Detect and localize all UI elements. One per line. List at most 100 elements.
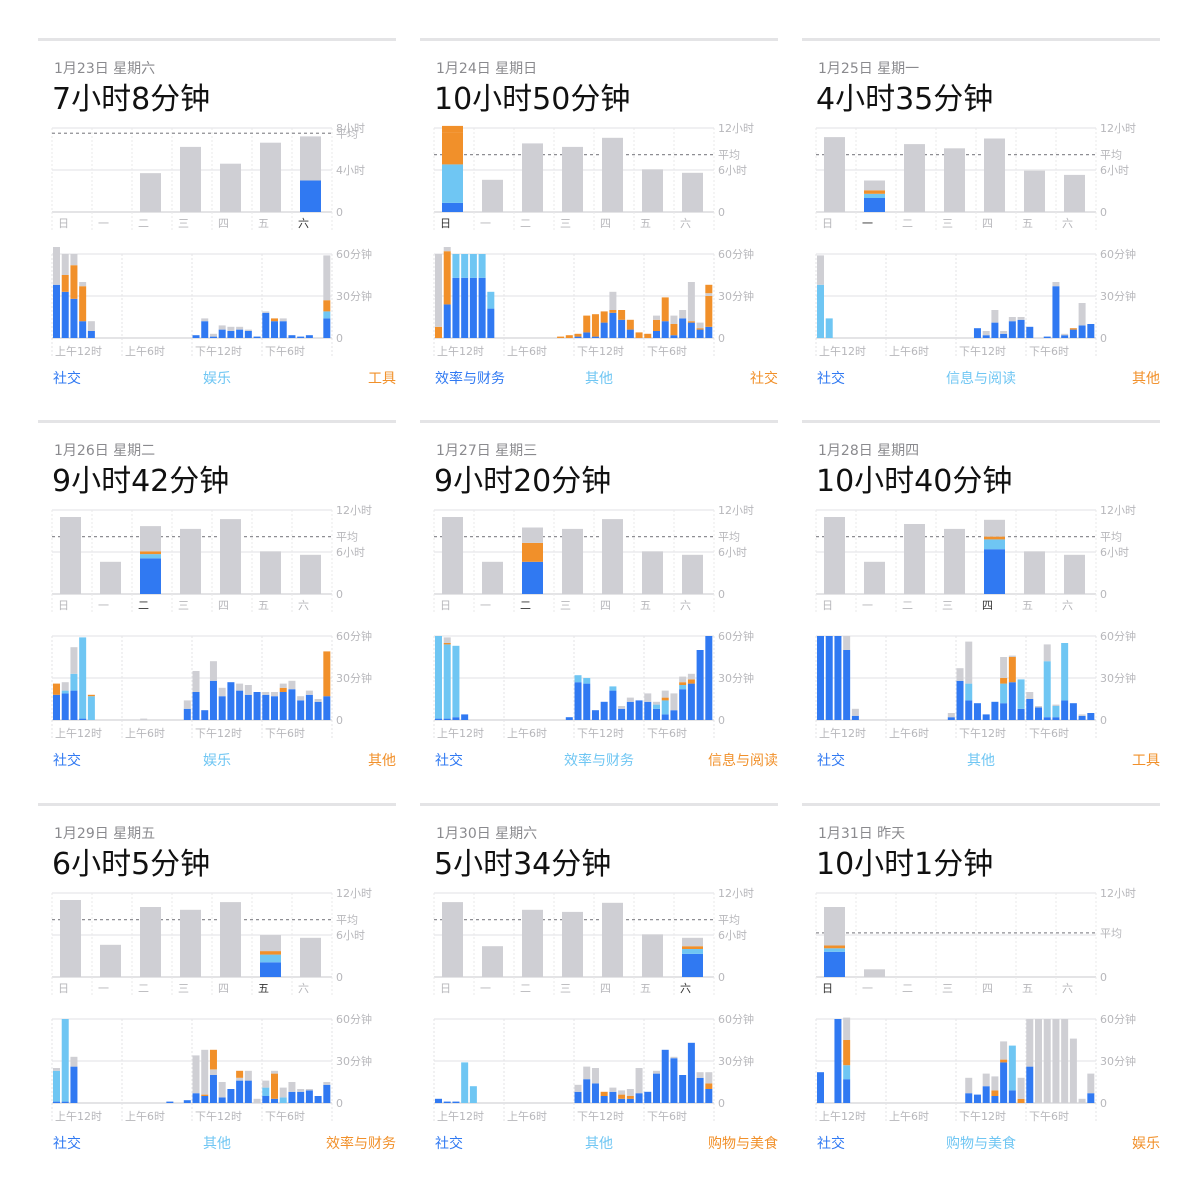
- bar-segment: [442, 902, 463, 977]
- bar-segment: [1008, 655, 1016, 657]
- bar-segment: [209, 661, 217, 681]
- day-panel[interactable]: 1月27日 星期三 9小时20分钟 平均 12小时 6小时 0 日 一 二 三 四 五 六 60分钟…: [420, 420, 778, 776]
- y-tick-label: 60分钟: [1100, 1012, 1136, 1026]
- day-panel[interactable]: 1月23日 星期六 7小时8分钟 平均 8小时 4小时 0 日 一 二 三 四 五 六 60分钟 30…: [38, 38, 396, 394]
- bar-segment: [192, 1055, 200, 1094]
- x-tick-label: 三: [942, 599, 953, 612]
- total-time: 10小时50分钟: [434, 82, 631, 117]
- bar-segment: [442, 517, 463, 594]
- x-tick-label: 五: [1022, 217, 1033, 230]
- x-tick-label: 二: [902, 982, 913, 995]
- bar-segment: [991, 310, 999, 323]
- day-panel[interactable]: 1月28日 星期四 10小时40分钟 平均 12小时 6小时 0 日 一 二 三 四 五 六 60分…: [802, 420, 1160, 776]
- bar-segment: [61, 1019, 69, 1102]
- bar-segment: [443, 718, 451, 720]
- x-tick-label: 下午6时: [647, 727, 687, 740]
- bar-segment: [53, 694, 60, 720]
- bar-segment: [218, 687, 226, 697]
- bar-segment: [591, 710, 599, 720]
- x-tick-label: 下午6时: [1029, 345, 1069, 358]
- total-time: 9小时20分钟: [434, 464, 612, 499]
- y-tick-label: 0: [336, 588, 343, 601]
- bar-segment: [864, 190, 885, 194]
- x-tick-label: 上午6时: [125, 727, 165, 740]
- y-tick-label: 30分钟: [718, 289, 754, 303]
- bar-segment: [682, 172, 703, 212]
- bar-segment: [253, 336, 261, 338]
- x-tick-label: 六: [298, 217, 309, 230]
- y-tick-label: 12小时: [1100, 122, 1136, 135]
- bar-segment: [297, 1091, 305, 1103]
- x-tick-label: 三: [560, 982, 571, 995]
- y-tick-label: 30分钟: [1100, 1054, 1136, 1068]
- panel-fade: [420, 1148, 778, 1159]
- date-label: 1月27日 星期三: [436, 443, 538, 459]
- bar-segment: [817, 636, 824, 720]
- bar-segment: [1008, 1045, 1016, 1091]
- bar-segment: [644, 701, 652, 720]
- y-tick-label: 60分钟: [718, 1012, 754, 1026]
- bar-segment: [618, 319, 626, 338]
- bar-segment: [70, 1056, 78, 1067]
- bar-segment: [679, 1075, 687, 1103]
- bar-segment: [1061, 335, 1069, 338]
- bar-segment: [687, 321, 695, 323]
- bar-segment: [288, 689, 296, 720]
- day-panel[interactable]: 1月29日 星期五 6小时5分钟 平均 12小时 6小时 0 日 一 二 三 四 五 六 60分钟 3…: [38, 803, 396, 1159]
- bar-segment: [982, 1073, 990, 1087]
- bar-segment: [661, 690, 669, 698]
- bar-segment: [297, 696, 305, 701]
- x-tick-label: 下午6时: [265, 1110, 305, 1123]
- y-tick-label: 0: [718, 206, 725, 219]
- x-tick-label: 上午12时: [437, 1110, 484, 1123]
- bar-segment: [687, 282, 695, 322]
- y-tick-label: 60分钟: [1100, 629, 1136, 643]
- date-label: 1月29日 星期五: [54, 826, 156, 842]
- y-tick-label: 30分钟: [336, 289, 372, 303]
- bar-segment: [1078, 325, 1086, 338]
- bar-segment: [984, 549, 1005, 594]
- x-tick-label: 四: [600, 217, 611, 230]
- bar-segment: [522, 143, 543, 212]
- bar-segment: [661, 1049, 669, 1103]
- hourly-bar-chart: 60分钟 30分钟 0 上午12时 上午6时 下午12时 下午6时: [815, 1012, 1136, 1123]
- bar-segment: [591, 1068, 599, 1084]
- bar-segment: [843, 636, 851, 650]
- bar-segment: [817, 255, 824, 285]
- average-label: 平均: [336, 127, 358, 140]
- bar-segment: [574, 682, 582, 720]
- bar-segment: [140, 907, 161, 977]
- day-panel[interactable]: 1月26日 星期二 9小时42分钟 平均 12小时 6小时 0 日 一 二 三 四 五 六 60分钟…: [38, 420, 396, 776]
- bar-segment: [705, 1083, 713, 1089]
- day-panel[interactable]: 1月30日 星期六 5小时34分钟 平均 12小时 6小时 0 日 一 二 三 四 五 六 60分钟…: [420, 803, 778, 1159]
- bar-segment: [461, 714, 469, 720]
- bar-segment: [705, 296, 713, 327]
- total-time: 10小时1分钟: [816, 847, 994, 882]
- bar-segment: [1087, 1093, 1095, 1103]
- average-label: 平均: [718, 149, 740, 162]
- bar-segment: [1064, 554, 1085, 594]
- bar-segment: [260, 142, 281, 212]
- bar-segment: [1026, 1019, 1034, 1067]
- average-label: 平均: [1100, 927, 1122, 940]
- bar-segment: [201, 1094, 209, 1096]
- bar-segment: [965, 700, 973, 720]
- bar-segment: [661, 697, 669, 701]
- bar-segment: [323, 651, 331, 697]
- bar-segment: [670, 1058, 678, 1103]
- bar-segment: [864, 198, 885, 212]
- bar-segment: [1078, 1098, 1086, 1103]
- bar-segment: [679, 685, 687, 690]
- day-panel[interactable]: 1月24日 星期日 10小时50分钟 平均 12小时 6小时 0 日 一 二 三 四 五 六 60分…: [420, 38, 778, 394]
- x-tick-label: 日: [440, 217, 451, 230]
- bar-segment: [851, 715, 859, 720]
- bar-segment: [817, 284, 824, 338]
- bar-segment: [262, 694, 270, 720]
- bar-segment: [565, 335, 573, 338]
- x-tick-label: 下午12时: [577, 1110, 624, 1123]
- bar-segment: [297, 700, 305, 720]
- x-tick-label: 下午6时: [647, 345, 687, 358]
- day-panel[interactable]: 1月31日 昨天 10小时1分钟 平均 12小时 0 日 一 二 三 四 五 六 60分钟 30分钟…: [802, 803, 1160, 1159]
- day-panel[interactable]: 1月25日 星期一 4小时35分钟 平均 12小时 6小时 0 日 一 二 三 四 五 六 60分钟…: [802, 38, 1160, 394]
